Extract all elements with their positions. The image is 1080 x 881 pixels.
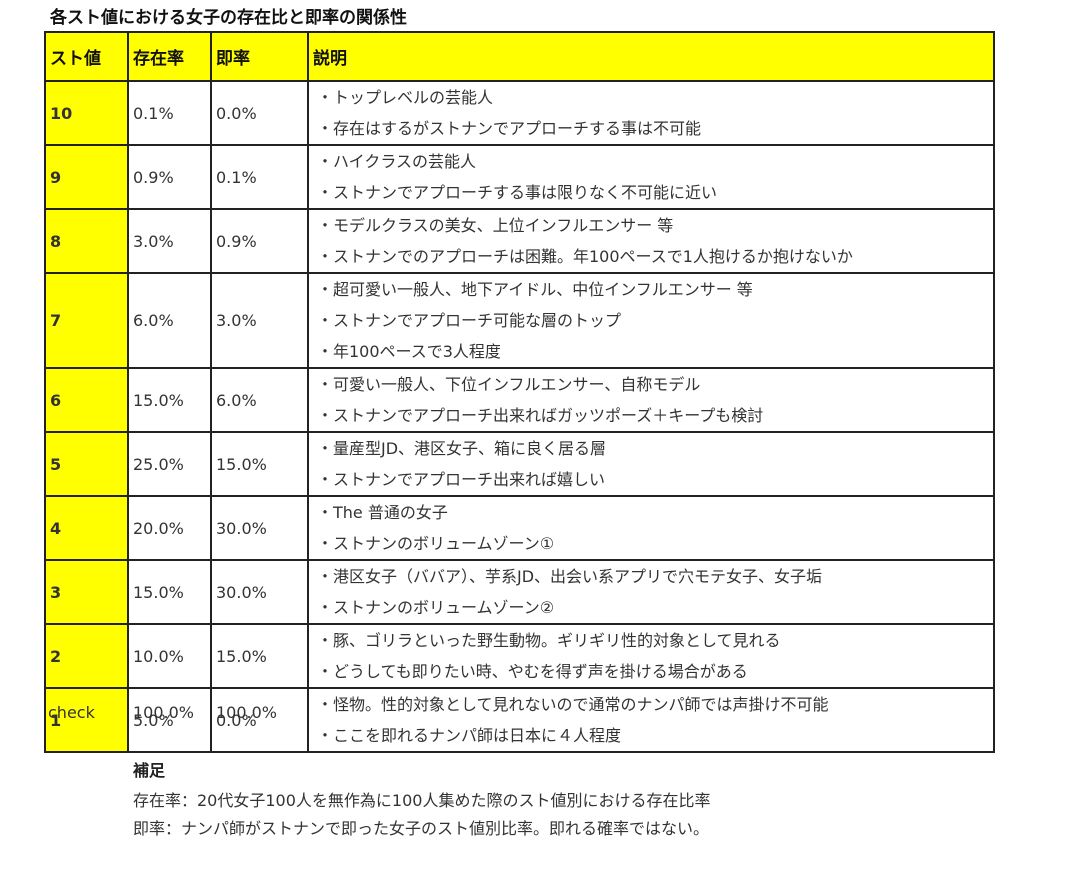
score-cell: 3 — [44, 559, 129, 625]
rating-table: スト値 存在率 即率 説明 10 0.1% 0.0% ・トップレベルの芸能人 ・存在はす… — [44, 31, 995, 753]
description-line: ・怪物。性的対象として見れないので通常のナンパ師では声掛け不可能 — [317, 695, 829, 714]
rate-cell: 0.1% — [210, 144, 309, 210]
description-cell: ・トップレベルの芸能人・存在はするがストナンでアプローチする事は不可能 — [307, 80, 995, 146]
description-cell: ・港区女子（ババア）、芋系JD、出会い系アプリで穴モテ女子、女子垢 ・ストナンのボ… — [307, 559, 995, 625]
description-line: ・量産型JD、港区女子、箱に良く居る層 — [317, 439, 607, 458]
header-score: スト値 — [44, 31, 129, 82]
table-row: 10 0.1% 0.0% ・トップレベルの芸能人 ・存在はするがストナンでアプローチする… — [44, 80, 995, 146]
score-cell: 4 — [44, 495, 129, 561]
notes-line: 存在率：20代女子100人を無作為に100人集めた際のスト値別における存在比率 — [133, 791, 711, 810]
notes-heading: 補足 — [133, 761, 166, 780]
description-cell: ・モデルクラスの美女、上位インフルエンサー 等・ストナンでのアプローチは困難。年… — [307, 208, 995, 274]
description-line: ・ここを即れるナンパ師は日本に４人程度 — [317, 726, 622, 745]
description-cell: ・可愛い一般人、下位インフルエンサー、自称モデル・ストナンでアプローチ出来ればガ… — [307, 367, 995, 433]
description-line: ・モデルクラスの美女、上位インフルエンサー 等 — [317, 216, 674, 235]
rate-cell: 6.0% — [210, 367, 309, 433]
existence-cell: 6.0% — [127, 272, 212, 369]
rate-cell: 3.0% — [210, 272, 309, 369]
description-line: ・豚、ゴリラといった野生動物。ギリギリ性的対象として見れる — [317, 631, 781, 650]
description-line: ・ストナンのボリュームゾーン① — [317, 534, 555, 553]
table-row: 8 3.0% 0.9% ・モデルクラスの美女、上位インフルエンサー 等・ストナンでのア… — [44, 208, 995, 274]
check-label: check — [48, 703, 95, 722]
table-row: 1 5.0% 0.0% ・怪物。性的対象として見れないので通常のナンパ師では声掛け不可… — [44, 687, 995, 753]
table-row: 3 15.0% 30.0% ・港区女子（ババア）、芋系JD、出会い系アプリで穴モテ女子… — [44, 559, 995, 625]
header-existence: 存在率 — [127, 31, 212, 82]
score-cell: 2 — [44, 623, 129, 689]
description-cell: ・ハイクラスの芸能人・ストナンでアプローチする事は限りなく不可能に近い — [307, 144, 995, 210]
existence-cell: 15.0% — [127, 367, 212, 433]
description-line: ・ハイクラスの芸能人 — [317, 152, 477, 171]
existence-cell: 3.0% — [127, 208, 212, 274]
existence-cell: 0.1% — [127, 80, 212, 146]
description-line: ・年100ペースで3人程度 — [317, 342, 501, 361]
description-cell: ・The 普通の女子・ストナンのボリュームゾーン① — [307, 495, 995, 561]
rate-cell: 0.0% — [210, 80, 309, 146]
description-line: ・ストナンでアプローチ出来ればガッツポーズ＋キープも検討 — [317, 406, 764, 425]
rate-cell: 15.0% — [210, 623, 309, 689]
rate-cell: 30.0% — [210, 559, 309, 625]
existence-cell: 10.0% — [127, 623, 212, 689]
score-cell: 7 — [44, 272, 129, 369]
score-cell: 6 — [44, 367, 129, 433]
description-line: ・ストナンでアプローチする事は限りなく不可能に近い — [317, 183, 718, 202]
existence-cell: 5.0% — [127, 687, 212, 753]
score-cell: 8 — [44, 208, 129, 274]
description-cell: ・超可愛い一般人、地下アイドル、中位インフルエンサー 等・ストナンでアプローチ可… — [307, 272, 995, 369]
description-cell: ・豚、ゴリラといった野生動物。ギリギリ性的対象として見れる ・どうしても即りたい時… — [307, 623, 995, 689]
description-line: ・どうしても即りたい時、やむを得ず声を掛ける場合がある — [317, 662, 748, 681]
description-line: ・ストナンのボリュームゾーン② — [317, 598, 555, 617]
description-line: ・ストナンでのアプローチは困難。年100ペースで1人抱けるか抱けないか — [317, 247, 853, 266]
rate-cell: 30.0% — [210, 495, 309, 561]
description-line: ・超可愛い一般人、地下アイドル、中位インフルエンサー 等 — [317, 280, 753, 299]
table-row: 2 10.0% 15.0% ・豚、ゴリラといった野生動物。ギリギリ性的対象として見れる… — [44, 623, 995, 689]
description-line: ・可愛い一般人、下位インフルエンサー、自称モデル — [317, 375, 701, 394]
score-cell: 10 — [44, 80, 129, 146]
description-line: ・ストナンでアプローチ出来れば嬉しい — [317, 470, 606, 489]
existence-cell: 15.0% — [127, 559, 212, 625]
description-line: ・The 普通の女子 — [317, 503, 448, 522]
description-line: ・存在はするがストナンでアプローチする事は不可能 — [317, 119, 702, 138]
table-row: 4 20.0% 30.0% ・The 普通の女子 ・ストナンのボリュームゾーン① — [44, 495, 995, 561]
page-title: 各スト値における女子の存在比と即率の関係性 — [50, 8, 407, 28]
table-row: 5 25.0% 15.0% ・量産型JD、港区女子、箱に良く居る層 ・ストナンでアプロー… — [44, 431, 995, 497]
description-line: ・港区女子（ババア）、芋系JD、出会い系アプリで穴モテ女子、女子垢 — [317, 567, 823, 586]
notes-line: 即率：ナンパ師がストナンで即った女子のスト値別比率。即れる確率ではない。 — [133, 819, 710, 838]
rate-cell: 15.0% — [210, 431, 309, 497]
existence-cell: 0.9% — [127, 144, 212, 210]
header-description: 説明 — [307, 31, 995, 82]
check-rate: 100.0% — [216, 703, 278, 722]
check-existence: 100.0% — [133, 703, 195, 722]
header-rate: 即率 — [210, 31, 309, 82]
table-row: 6 15.0% 6.0% ・可愛い一般人、下位インフルエンサー、自称モデル ・ストナンで… — [44, 367, 995, 433]
rate-cell: 0.0% — [210, 687, 309, 753]
rate-cell: 0.9% — [210, 208, 309, 274]
score-cell: 9 — [44, 144, 129, 210]
table-row: 7 6.0% 3.0% ・超可愛い一般人、地下アイドル、中位インフルエンサー 等・スト… — [44, 272, 995, 369]
description-cell: ・量産型JD、港区女子、箱に良く居る層 ・ストナンでアプローチ出来れば嬉しい — [307, 431, 995, 497]
existence-cell: 25.0% — [127, 431, 212, 497]
table-header-row: スト値 存在率 即率 説明 — [44, 31, 995, 82]
description-line: ・ストナンでアプローチ可能な層のトップ — [317, 311, 622, 330]
notes-section: 補足 存在率：20代女子100人を無作為に100人集めた際のスト値別における存在… — [133, 757, 710, 843]
description-line: ・トップレベルの芸能人 — [317, 88, 494, 107]
existence-cell: 20.0% — [127, 495, 212, 561]
description-cell: ・怪物。性的対象として見れないので通常のナンパ師では声掛け不可能 ・ここを即れるナ… — [307, 687, 995, 753]
score-cell: 5 — [44, 431, 129, 497]
table-row: 9 0.9% 0.1% ・ハイクラスの芸能人 ・ストナンでアプローチする事は限りなく不可… — [44, 144, 995, 210]
score-cell: 1 — [44, 687, 129, 753]
